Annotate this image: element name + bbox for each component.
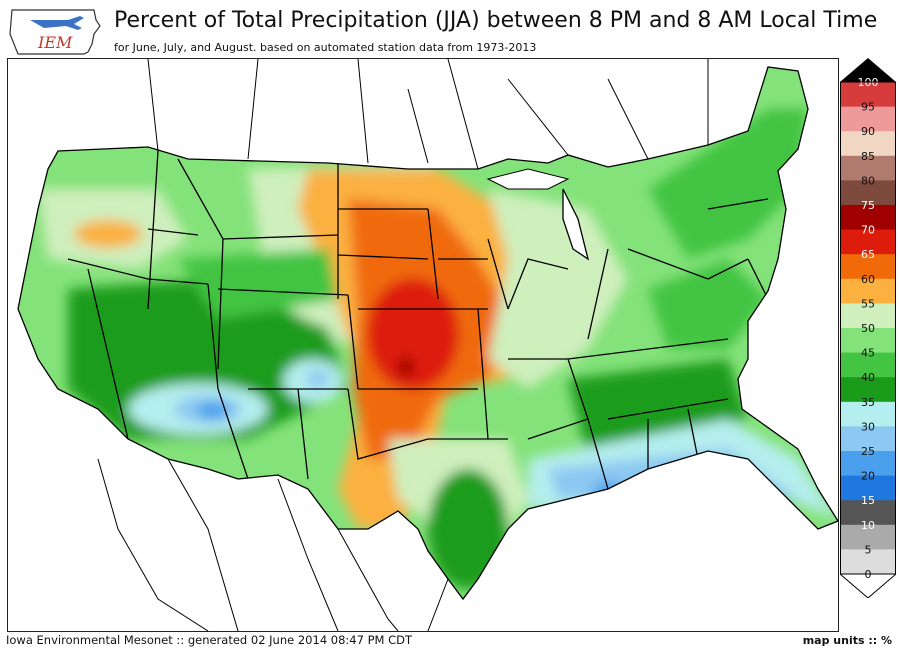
colorbar-block — [840, 377, 896, 403]
canada-border — [147, 59, 709, 170]
colorbar-block — [840, 352, 896, 378]
iowa-outline-icon — [9, 9, 101, 55]
lake-michigan — [562, 188, 590, 261]
green-northeast — [648, 109, 808, 259]
colorbar-tick-label: 60 — [861, 273, 875, 286]
orange-oregon — [74, 220, 142, 248]
colorbar-tick-label: 90 — [861, 125, 875, 138]
colorbar-block — [840, 401, 896, 427]
colorbar-tick-label: 35 — [861, 396, 875, 409]
colorbar-tick-label: 10 — [861, 519, 875, 532]
colorbar-tick-label: 45 — [861, 347, 875, 360]
colorbar-block — [840, 500, 896, 526]
colorbar-tick-label: 95 — [861, 101, 875, 114]
colorbar-tick-label: 20 — [861, 470, 875, 483]
red-core-nebraska-kansas — [367, 278, 459, 390]
mexico-outline — [97, 458, 449, 631]
colorbar-tick-label: 50 — [861, 322, 875, 335]
colorbar-blocks — [840, 82, 896, 575]
colorbar-tick-label: 65 — [861, 248, 875, 261]
colorbar-block — [840, 180, 896, 206]
colorbar-block — [840, 451, 896, 477]
colorbar-tick-label: 5 — [865, 543, 872, 556]
green-rockies — [178, 249, 338, 319]
colorbar-block — [840, 205, 896, 231]
colorbar-block — [840, 155, 896, 181]
blue-louisiana — [592, 482, 624, 500]
iem-logo: IEM — [9, 9, 101, 55]
lake-superior — [486, 168, 570, 190]
colorbar-frame — [840, 81, 896, 575]
state-boundaries — [67, 150, 769, 490]
colorbar-tick-label: 80 — [861, 174, 875, 187]
light-green-midwest — [488, 189, 628, 389]
colorbar-block — [840, 278, 896, 304]
colorbar-tick-label: 30 — [861, 420, 875, 433]
colorbar-block — [840, 82, 896, 108]
dark-red-kansas — [398, 356, 414, 378]
colorbar-tick-label: 70 — [861, 224, 875, 237]
blue-arizona — [197, 402, 229, 420]
colorbar-block — [840, 303, 896, 329]
colorbar-block — [840, 229, 896, 255]
light-blue-new-mexico — [306, 370, 330, 388]
footer-source: Iowa Environmental Mesonet :: generated … — [6, 633, 413, 647]
colorbar-tick-label: 55 — [861, 297, 875, 310]
colorbar-tick-label: 25 — [861, 445, 875, 458]
colorbar-block — [840, 524, 896, 550]
dark-green-appalachia — [648, 259, 768, 349]
colorbar-tick-label: 85 — [861, 150, 875, 163]
colorbar-block — [840, 475, 896, 501]
colorbar-block — [840, 549, 896, 575]
colorbar-block — [840, 106, 896, 132]
colorbar-block — [840, 426, 896, 452]
airplane-icon — [30, 16, 84, 30]
colorbar-legend: 1009590858075706560555045403530252015105… — [840, 58, 896, 598]
logo-text: IEM — [37, 33, 73, 52]
colorbar-block — [840, 131, 896, 157]
dark-green-southeast — [568, 359, 748, 459]
colorbar-tick-label: 75 — [861, 199, 875, 212]
dark-green-texas-coast — [428, 469, 508, 589]
precipitation-map — [7, 58, 839, 632]
colorbar-block — [840, 254, 896, 280]
outlines — [17, 59, 838, 631]
colorbar-tick-label: 40 — [861, 371, 875, 384]
colorbar-tick-label: 15 — [861, 494, 875, 507]
coastline-outline — [17, 66, 838, 601]
colorbar-block — [840, 328, 896, 354]
map-title: Percent of Total Precipitation (JJA) bet… — [114, 8, 878, 33]
footer-units: map units :: % — [802, 634, 892, 647]
colorbar-top-arrow — [840, 58, 896, 82]
map-subtitle: for June, July, and August. based on aut… — [114, 41, 537, 54]
